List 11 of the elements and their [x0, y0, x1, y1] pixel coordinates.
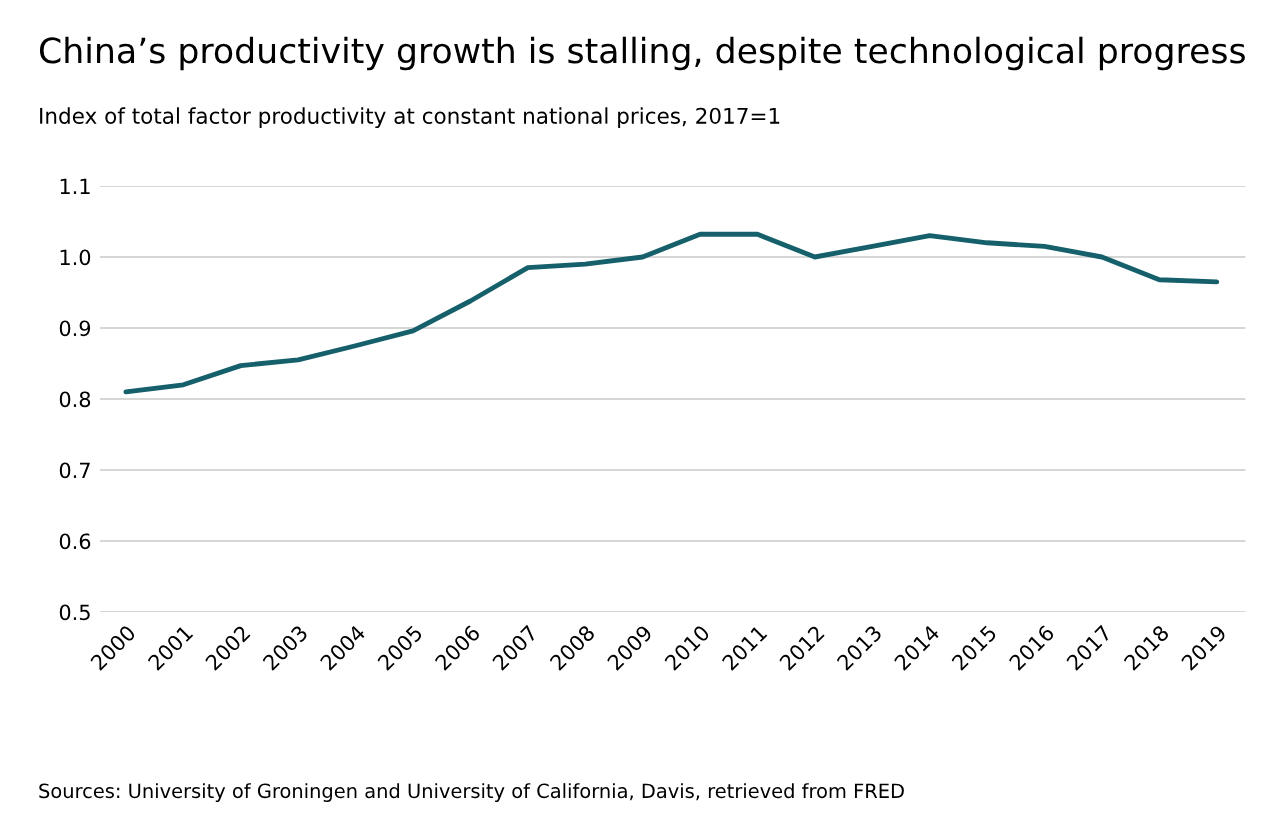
source-note: Sources: University of Groningen and University of California, Davis, retrieved from FRED: [39, 783, 904, 802]
y-tick-label: 0.7: [59, 462, 90, 479]
y-tick-label: 0.9: [59, 320, 91, 337]
y-tick-label: 0.8: [59, 391, 91, 408]
chart-title: China’s productivity growth is stalling, despite technological progress: [39, 36, 1245, 71]
y-tick-label: 1.0: [60, 249, 91, 266]
chart-subtitle: Index of total factor productivity at constant national prices, 2017=1: [40, 107, 780, 129]
y-tick-label: 0.6: [59, 533, 91, 550]
line-series: [123, 231, 1220, 395]
y-tick-label: 1.1: [60, 178, 90, 194]
y-tick-label: 0.5: [59, 604, 90, 621]
